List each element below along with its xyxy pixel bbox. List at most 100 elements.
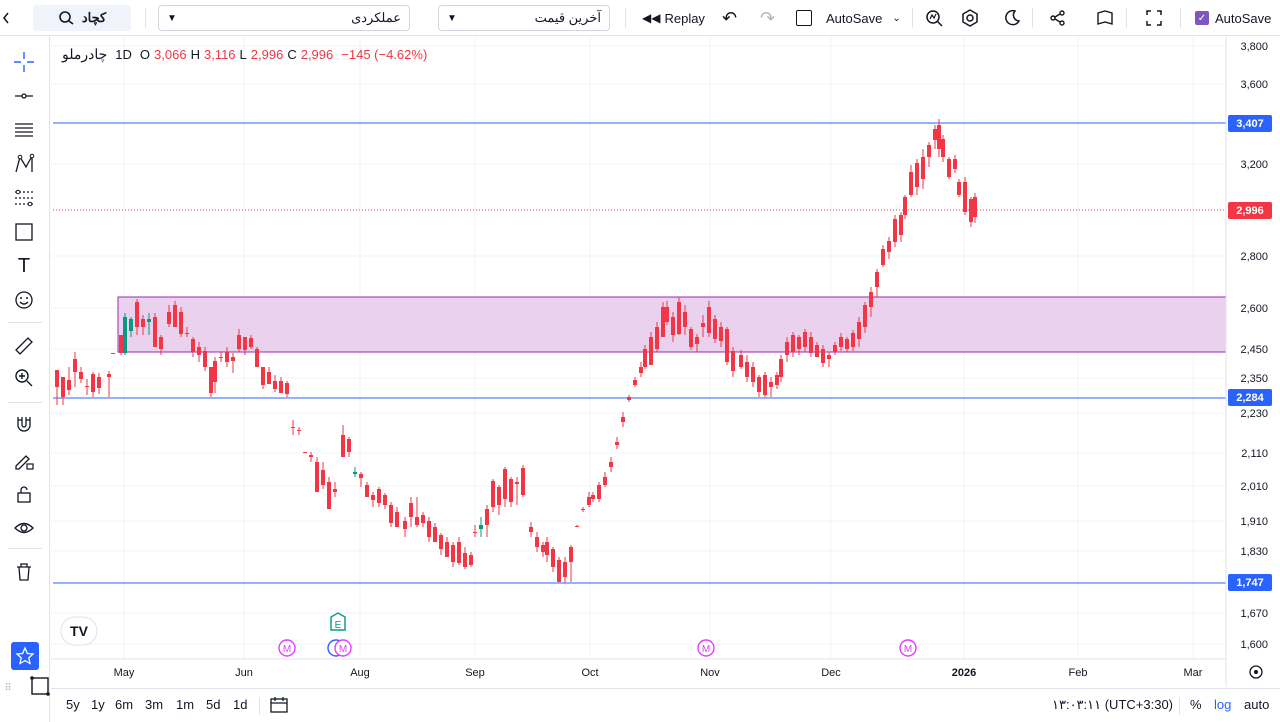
candle-body xyxy=(627,397,631,400)
range-3m[interactable]: 3m xyxy=(145,697,164,712)
candle-body xyxy=(695,337,699,344)
interval-select-value: عملکردی xyxy=(351,10,401,25)
candle-body xyxy=(839,337,843,347)
interval-select[interactable]: ▼ عملکردی xyxy=(158,5,410,31)
legend-c-value: 2,996 xyxy=(300,47,334,62)
range-1m[interactable]: 1m xyxy=(176,697,195,712)
percent-toggle[interactable]: % xyxy=(1190,697,1202,712)
candle-body xyxy=(803,332,807,347)
candle-body xyxy=(321,470,325,485)
theme-toggle-button[interactable] xyxy=(1003,5,1021,31)
candle-body xyxy=(485,509,489,525)
lock-icon[interactable] xyxy=(12,482,36,506)
legend-c-label: C xyxy=(287,47,297,62)
clock-timezone[interactable]: ۱۳:۰۳:۱۱ (UTC+3:30) xyxy=(1052,697,1173,712)
time-tick-label: Jun xyxy=(235,667,253,679)
chevron-left-icon[interactable] xyxy=(2,5,12,31)
range-1d[interactable]: 1d xyxy=(233,697,248,712)
candle-body xyxy=(225,352,229,362)
candle-body xyxy=(285,383,289,394)
forecast-icon[interactable] xyxy=(12,186,36,210)
earnings-marker: E xyxy=(330,612,346,631)
candle-body xyxy=(147,319,151,322)
pattern-icon[interactable] xyxy=(12,152,36,176)
candle-body xyxy=(119,335,123,353)
candle-body xyxy=(491,481,495,507)
drag-handle-icon[interactable]: ⠿ xyxy=(4,682,12,694)
symbol-search-button[interactable]: کچاد xyxy=(33,5,131,31)
candle-body xyxy=(427,521,431,537)
time-axis[interactable]: May Jun Aug Sep Oct Nov Dec 2026 Feb Mar xyxy=(114,667,1203,679)
zoom-in-icon[interactable] xyxy=(12,366,36,390)
eye-icon[interactable] xyxy=(12,516,36,540)
range-5y[interactable]: 5y xyxy=(66,697,80,712)
price-tick-label: 2,110 xyxy=(1241,448,1268,460)
candle-body xyxy=(209,367,213,393)
log-toggle[interactable]: log xyxy=(1214,697,1232,712)
search-icon xyxy=(59,11,74,25)
candle-body xyxy=(933,129,937,140)
price-tick-label: 2,800 xyxy=(1240,251,1268,263)
candle-body xyxy=(123,317,127,353)
candle-body xyxy=(403,521,407,529)
auto-toggle[interactable]: auto xyxy=(1244,697,1270,712)
draw-lock-icon[interactable] xyxy=(12,448,36,472)
candle-body xyxy=(603,477,607,485)
share-button[interactable] xyxy=(1049,5,1067,31)
rectangle-icon[interactable] xyxy=(12,220,36,244)
event-markers[interactable]: E M M M M xyxy=(278,612,917,657)
autosave-toggle[interactable]: AutoSave ⌄ xyxy=(796,5,901,31)
date-range-button[interactable] xyxy=(269,695,289,718)
select-rect-icon[interactable] xyxy=(28,674,52,698)
magnet-icon[interactable] xyxy=(12,412,36,436)
snapshot-button[interactable] xyxy=(1096,5,1114,31)
trend-line-icon[interactable] xyxy=(12,84,36,108)
range-6m[interactable]: 6m xyxy=(115,697,134,712)
fib-icon[interactable] xyxy=(12,118,36,142)
candle-body xyxy=(463,553,467,567)
candle-body xyxy=(129,319,133,331)
chart-area[interactable]: 3,800 3,600 3,200 2,800 2,600 2,450 2,350 2,230… xyxy=(51,37,1280,687)
support-low-price-tag: 1,747 xyxy=(1228,574,1272,591)
candle-body xyxy=(701,323,705,327)
emoji-icon[interactable] xyxy=(12,288,36,312)
candle-body xyxy=(111,353,115,354)
text-icon[interactable]: T xyxy=(17,254,31,277)
candle-body xyxy=(279,381,283,393)
range-5d[interactable]: 5d xyxy=(206,697,221,712)
autosave-label: AutoSave xyxy=(826,10,883,26)
redo-button[interactable]: ↷ xyxy=(760,5,775,31)
legend-symbol[interactable]: چادرملو xyxy=(62,46,108,62)
candle-body xyxy=(763,375,767,395)
price-axis[interactable]: 3,800 3,600 3,200 2,800 2,600 2,450 2,350 2,230… xyxy=(1240,41,1268,651)
candle-body xyxy=(609,462,613,467)
candle-body xyxy=(255,349,259,367)
favorites-button[interactable] xyxy=(11,642,39,670)
fullscreen-button[interactable] xyxy=(1145,5,1163,31)
indicators-button[interactable] xyxy=(924,5,944,31)
crosshair-icon[interactable] xyxy=(12,50,36,74)
price-type-select[interactable]: ▼ آخرین قیمت xyxy=(438,5,610,31)
undo-button[interactable]: ↶ xyxy=(722,5,737,31)
ruler-icon[interactable] xyxy=(12,334,36,358)
time-tick-label: Aug xyxy=(350,667,370,679)
legend-l-label: L xyxy=(239,47,247,62)
time-tick-label: Nov xyxy=(700,667,720,679)
candle-body xyxy=(185,333,189,334)
price-tick-label: 1,830 xyxy=(1240,546,1268,558)
candle-body xyxy=(541,545,545,552)
range-1y[interactable]: 1y xyxy=(91,697,105,712)
candle-body xyxy=(821,349,825,363)
candle-body xyxy=(261,367,265,385)
candle-body xyxy=(365,485,369,497)
chart-settings-button[interactable] xyxy=(1249,665,1263,679)
price-tick-label: 3,200 xyxy=(1240,159,1268,171)
meeting-marker: M xyxy=(899,639,917,657)
settings-button[interactable] xyxy=(960,5,980,31)
candle-body xyxy=(359,474,363,478)
trash-icon[interactable] xyxy=(12,560,36,584)
replay-button[interactable]: ◀◀ Replay xyxy=(642,5,705,31)
price-chart[interactable]: 3,800 3,600 3,200 2,800 2,600 2,450 2,350 2,230… xyxy=(51,37,1280,687)
autosave-right-toggle[interactable]: ✓ AutoSave xyxy=(1195,5,1271,31)
candle-body xyxy=(575,526,579,527)
